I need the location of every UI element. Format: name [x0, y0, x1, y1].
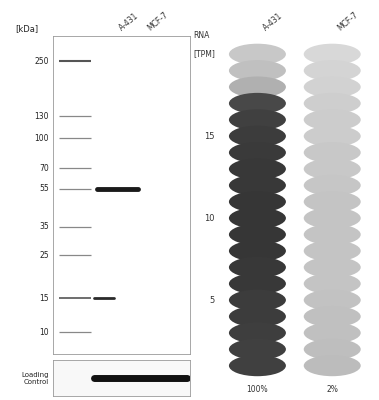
Ellipse shape [229, 44, 286, 65]
Ellipse shape [304, 257, 361, 278]
Ellipse shape [304, 76, 361, 98]
Ellipse shape [304, 290, 361, 311]
Text: 250: 250 [34, 57, 49, 66]
Text: 35: 35 [39, 222, 49, 231]
Text: 70: 70 [39, 164, 49, 173]
Ellipse shape [304, 322, 361, 344]
Text: [kDa]: [kDa] [15, 24, 38, 33]
Ellipse shape [304, 191, 361, 212]
Ellipse shape [229, 339, 286, 360]
Ellipse shape [229, 60, 286, 81]
Text: 2%: 2% [326, 385, 338, 394]
Ellipse shape [304, 93, 361, 114]
Ellipse shape [304, 208, 361, 229]
Ellipse shape [229, 240, 286, 262]
Ellipse shape [229, 175, 286, 196]
Text: 25: 25 [39, 251, 49, 260]
Ellipse shape [304, 44, 361, 65]
Ellipse shape [229, 158, 286, 180]
Ellipse shape [229, 208, 286, 229]
Ellipse shape [229, 191, 286, 212]
Ellipse shape [229, 355, 286, 376]
Text: MCF-7: MCF-7 [336, 10, 360, 33]
Ellipse shape [304, 126, 361, 147]
Text: 130: 130 [34, 112, 49, 121]
Text: 55: 55 [39, 184, 49, 193]
Ellipse shape [304, 158, 361, 180]
Text: A-431: A-431 [261, 12, 284, 33]
Ellipse shape [304, 240, 361, 262]
Text: 15: 15 [204, 132, 215, 141]
Ellipse shape [229, 76, 286, 98]
Ellipse shape [229, 126, 286, 147]
Text: 10: 10 [204, 214, 215, 223]
Ellipse shape [304, 306, 361, 327]
Ellipse shape [229, 257, 286, 278]
Ellipse shape [304, 339, 361, 360]
Ellipse shape [304, 60, 361, 81]
Ellipse shape [229, 273, 286, 294]
Ellipse shape [304, 142, 361, 163]
Ellipse shape [229, 290, 286, 311]
Ellipse shape [304, 273, 361, 294]
Text: High: High [102, 362, 119, 371]
Text: A-431: A-431 [117, 12, 140, 33]
Ellipse shape [229, 142, 286, 163]
Text: RNA: RNA [193, 31, 210, 40]
Text: Loading
Control: Loading Control [22, 372, 49, 384]
Text: 100: 100 [34, 134, 49, 143]
Text: 5: 5 [210, 296, 215, 305]
Ellipse shape [229, 224, 286, 245]
Text: [TPM]: [TPM] [193, 49, 215, 58]
Ellipse shape [304, 175, 361, 196]
Text: Low: Low [138, 362, 153, 371]
Ellipse shape [304, 355, 361, 376]
Ellipse shape [304, 224, 361, 245]
Text: MCF-7: MCF-7 [146, 10, 170, 33]
Ellipse shape [229, 93, 286, 114]
Ellipse shape [229, 306, 286, 327]
Text: 15: 15 [39, 294, 49, 303]
Text: 100%: 100% [247, 385, 268, 394]
Ellipse shape [229, 109, 286, 130]
Text: 10: 10 [39, 328, 49, 337]
Ellipse shape [229, 322, 286, 344]
Ellipse shape [304, 109, 361, 130]
